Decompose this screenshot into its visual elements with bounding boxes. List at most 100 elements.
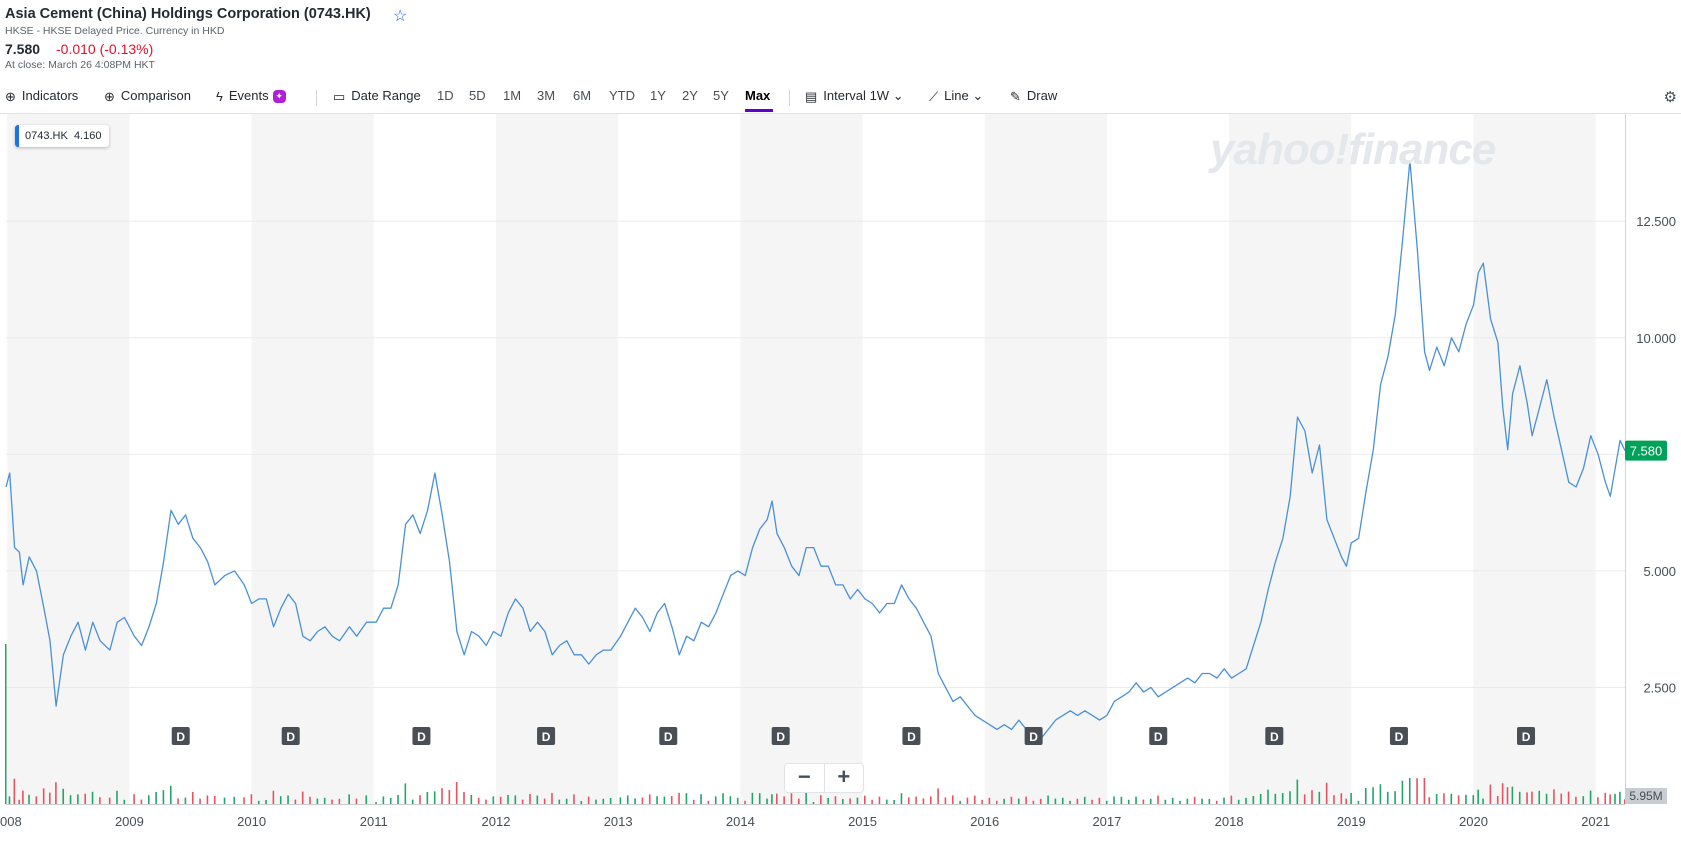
volume-bar xyxy=(48,792,51,804)
range-3m[interactable]: 3M xyxy=(537,88,556,103)
volume-bar xyxy=(1609,794,1611,804)
volume-bar xyxy=(1518,791,1521,804)
volume-bar xyxy=(1553,789,1555,804)
volume-bar xyxy=(805,791,807,804)
range-1m[interactable]: 1M xyxy=(503,88,522,103)
volume-bar xyxy=(1113,796,1115,804)
zoom-in-button[interactable]: + xyxy=(823,764,864,792)
dividend-marker-box xyxy=(412,727,431,745)
volume-bar xyxy=(177,798,179,804)
volume-bar xyxy=(272,790,275,804)
range-2y[interactable]: 2Y xyxy=(682,88,698,103)
dividend-marker: D xyxy=(412,727,431,745)
price-series xyxy=(5,159,1626,740)
volume-bar xyxy=(1545,793,1548,804)
volume-bar xyxy=(477,797,480,804)
volume-bar xyxy=(966,797,969,804)
volume-bar xyxy=(609,798,612,804)
chart-type-button[interactable]: ⟋ Line ⌄ xyxy=(929,88,983,105)
dividend-marker-label: D xyxy=(776,730,785,744)
range-6m[interactable]: 6M xyxy=(573,88,592,103)
zoom-out-button[interactable]: − xyxy=(797,764,811,789)
y-tick-label: 10.000 xyxy=(1636,331,1676,346)
volume-bar xyxy=(1289,791,1291,804)
range-5d[interactable]: 5D xyxy=(469,88,486,103)
volume-bar xyxy=(1252,796,1255,804)
dividend-marker: D xyxy=(659,727,678,745)
volume-bar xyxy=(389,798,392,804)
chevron-down-icon: ⌄ xyxy=(892,88,904,103)
volume-bar xyxy=(116,790,118,804)
volume-bar xyxy=(18,799,21,804)
volume-bar xyxy=(514,795,517,804)
volume-bar xyxy=(426,792,429,804)
volume-bar xyxy=(700,794,702,804)
comparison-button[interactable]: ⊕ Comparison xyxy=(104,88,191,105)
volume-bar xyxy=(1120,796,1123,804)
dividend-marker-box xyxy=(659,727,678,745)
volume-bar xyxy=(35,796,38,804)
page-title: Asia Cement (China) Holdings Corporation… xyxy=(5,6,371,22)
range-max[interactable]: Max xyxy=(745,88,771,103)
volume-bar xyxy=(819,795,822,804)
volume-bar xyxy=(1372,787,1374,804)
volume-bar xyxy=(1054,798,1057,804)
volume-bar xyxy=(766,798,768,804)
volume-bar xyxy=(1164,799,1167,804)
dividend-marker-box xyxy=(171,727,190,745)
volume-bar xyxy=(771,794,773,804)
x-tick-label: 2016 xyxy=(970,814,999,829)
volume-bar xyxy=(751,792,754,804)
dividend-marker-box xyxy=(902,727,921,745)
volume-bar xyxy=(959,800,961,804)
current-price: 7.580 xyxy=(5,41,41,57)
volume-bar xyxy=(1526,792,1528,804)
volume-bar xyxy=(812,802,815,804)
range-1y[interactable]: 1Y xyxy=(650,88,666,103)
range-5y[interactable]: 5Y xyxy=(713,88,729,103)
gear-icon[interactable]: ⚙ xyxy=(1663,89,1677,106)
star-icon[interactable]: ☆ xyxy=(393,8,408,25)
volume-bar xyxy=(587,796,590,804)
volume-bar xyxy=(1589,790,1592,804)
price-change: -0.010 (-0.13%) xyxy=(56,41,154,57)
volume-bar xyxy=(404,783,407,804)
volume-label: 5.95M xyxy=(1629,789,1662,803)
volume-bar xyxy=(433,791,436,804)
date-range-button[interactable]: ▭ Date Range xyxy=(333,88,421,105)
volume-bar xyxy=(301,791,304,804)
volume-bar xyxy=(1076,798,1079,804)
volume-bar xyxy=(988,797,991,804)
dividend-marker-box xyxy=(1265,727,1284,745)
volume-bar xyxy=(1245,797,1247,804)
dividend-marker: D xyxy=(1149,727,1168,745)
zoom-controls: − + xyxy=(784,763,864,793)
volume-bar xyxy=(1560,793,1563,804)
price-chart[interactable]: D D D D D D D D D D D D 12.500 10.000 5.000 2.500 7.580… xyxy=(0,114,1681,841)
volume-bar xyxy=(1193,796,1196,804)
volume-bar xyxy=(929,796,932,804)
volume-bar xyxy=(521,799,524,804)
indicators-button[interactable]: ⊕ Indicators xyxy=(5,88,78,105)
pencil-icon: ✎ xyxy=(1010,88,1021,104)
volume-bar xyxy=(223,797,226,804)
volume-bar xyxy=(626,795,629,804)
legend-tag: 0743.HK 4.160 xyxy=(15,125,110,147)
range-ytd[interactable]: YTD xyxy=(609,88,635,103)
volume-bar xyxy=(951,795,954,804)
range-1d[interactable]: 1D xyxy=(437,88,454,103)
interval-label: Interval xyxy=(823,88,866,103)
draw-button[interactable]: ✎ Draw xyxy=(1010,88,1057,105)
volume-bar xyxy=(900,793,903,804)
volume-bar xyxy=(641,797,644,804)
interval-button[interactable]: ▤ Interval 1W ⌄ xyxy=(805,88,904,105)
volume-bar xyxy=(973,795,976,804)
volume-bar xyxy=(1105,800,1108,804)
volume-bar xyxy=(776,793,778,804)
volume-bar xyxy=(1010,796,1013,804)
chart-toolbar: ⊕ Indicators ⊕ Comparison ϟ Events ✦ ▭ Date R… xyxy=(0,84,1681,110)
volume-bar xyxy=(84,793,87,804)
volume-bar xyxy=(155,792,157,804)
events-button[interactable]: ϟ Events ✦ xyxy=(216,88,286,104)
dividend-marker: D xyxy=(771,727,790,745)
